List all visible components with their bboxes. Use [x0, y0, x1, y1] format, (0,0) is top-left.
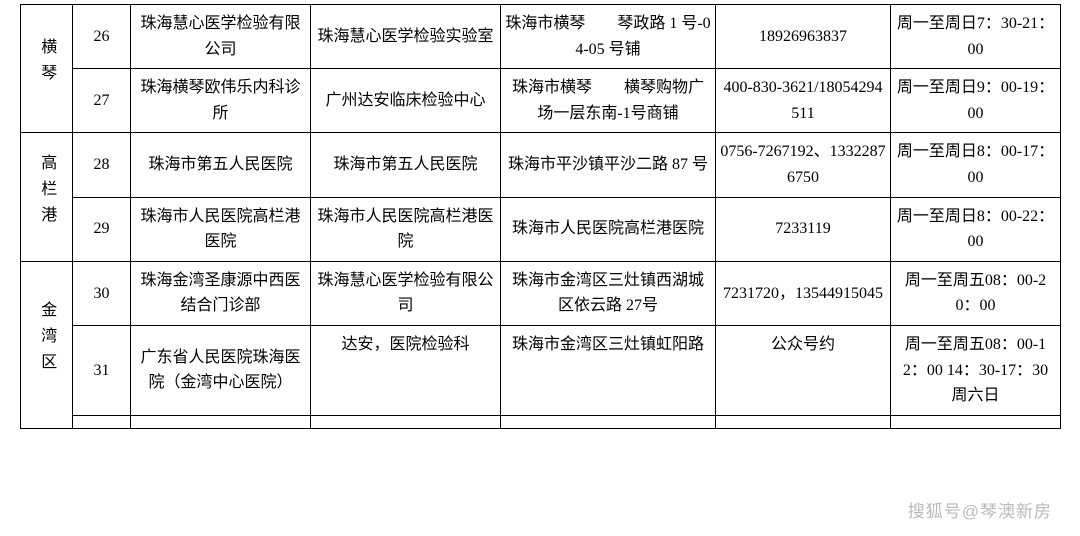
tel-cell: 7231720，13544915045: [716, 261, 891, 325]
org-cell: 珠海市人民医院高栏港医院: [131, 197, 311, 261]
hours-cell: [891, 415, 1061, 428]
lab-cell: 珠海慧心医学检验有限公司: [311, 261, 501, 325]
address-cell: 珠海市人民医院高栏港医院: [501, 197, 716, 261]
source-watermark: 搜狐号@琴澳新房: [908, 497, 1052, 522]
address-cell: [501, 415, 716, 428]
directory-table: 横琴 26 珠海慧心医学检验有限公司 珠海慧心医学检验实验室 珠海市横琴 琴政路…: [20, 4, 1061, 429]
tel-cell: 18926963837: [716, 5, 891, 69]
org-cell: 珠海市第五人民医院: [131, 133, 311, 197]
area-name: 高栏港: [34, 154, 60, 232]
index-cell: 29: [73, 197, 131, 261]
index-cell: 31: [73, 325, 131, 415]
org-cell: 广东省人民医院珠海医院（金湾中心医院）: [131, 325, 311, 415]
tel-cell: 0756-7267192、13322876750: [716, 133, 891, 197]
index-cell: 30: [73, 261, 131, 325]
lab-cell: 广州达安临床检验中心: [311, 69, 501, 133]
index-cell: 28: [73, 133, 131, 197]
area-cell: 横琴: [21, 5, 73, 133]
hours-cell: 周一至周日7：30-21：00: [891, 5, 1061, 69]
area-cell: 高栏港: [21, 133, 73, 261]
table-row: 31 广东省人民医院珠海医院（金湾中心医院） 达安，医院检验科 珠海市金湾区三灶…: [21, 325, 1061, 415]
tel-cell: 7233119: [716, 197, 891, 261]
address-cell: 珠海市金湾区三灶镇西湖城区依云路 27号: [501, 261, 716, 325]
org-cell: [131, 415, 311, 428]
address-cell: 珠海市平沙镇平沙二路 87 号: [501, 133, 716, 197]
table-row: 横琴 26 珠海慧心医学检验有限公司 珠海慧心医学检验实验室 珠海市横琴 琴政路…: [21, 5, 1061, 69]
lab-cell: 达安，医院检验科: [311, 325, 501, 415]
index-cell: 26: [73, 5, 131, 69]
org-cell: 珠海横琴欧伟乐内科诊所: [131, 69, 311, 133]
address-cell: 珠海市横琴 琴政路 1 号-04-05 号铺: [501, 5, 716, 69]
hours-cell: 周一至周日8：00-22：00: [891, 197, 1061, 261]
directory-table-wrap: 横琴 26 珠海慧心医学检验有限公司 珠海慧心医学检验实验室 珠海市横琴 琴政路…: [20, 4, 1060, 429]
lab-cell: 珠海市第五人民医院: [311, 133, 501, 197]
table-row: 27 珠海横琴欧伟乐内科诊所 广州达安临床检验中心 珠海市横琴 横琴购物广场一层…: [21, 69, 1061, 133]
table-row: 29 珠海市人民医院高栏港医院 珠海市人民医院高栏港医院 珠海市人民医院高栏港医…: [21, 197, 1061, 261]
lab-cell: 珠海慧心医学检验实验室: [311, 5, 501, 69]
address-cell: 珠海市横琴 横琴购物广场一层东南-1号商铺: [501, 69, 716, 133]
hours-cell: 周一至周日8：00-17：00: [891, 133, 1061, 197]
area-name: 金湾区: [34, 301, 60, 379]
hours-cell: 周一至周五08：00-20：00: [891, 261, 1061, 325]
lab-cell: [311, 415, 501, 428]
watermark-text: 搜狐号@琴澳新房: [908, 502, 1052, 521]
area-name: 横琴: [34, 38, 60, 90]
org-cell: 珠海慧心医学检验有限公司: [131, 5, 311, 69]
table-row: [21, 415, 1061, 428]
tel-cell: [716, 415, 891, 428]
tel-cell: 400-830-3621/18054294511: [716, 69, 891, 133]
org-cell: 珠海金湾圣康源中西医结合门诊部: [131, 261, 311, 325]
hours-cell: 周一至周五08：00-12：00 14：30-17：30 周六日: [891, 325, 1061, 415]
table-row: 高栏港 28 珠海市第五人民医院 珠海市第五人民医院 珠海市平沙镇平沙二路 87…: [21, 133, 1061, 197]
index-cell: 27: [73, 69, 131, 133]
table-row: 金湾区 30 珠海金湾圣康源中西医结合门诊部 珠海慧心医学检验有限公司 珠海市金…: [21, 261, 1061, 325]
tel-cell: 公众号约: [716, 325, 891, 415]
lab-cell: 珠海市人民医院高栏港医院: [311, 197, 501, 261]
hours-cell: 周一至周日9：00-19：00: [891, 69, 1061, 133]
address-cell: 珠海市金湾区三灶镇虹阳路: [501, 325, 716, 415]
index-cell: [73, 415, 131, 428]
area-cell: 金湾区: [21, 261, 73, 428]
